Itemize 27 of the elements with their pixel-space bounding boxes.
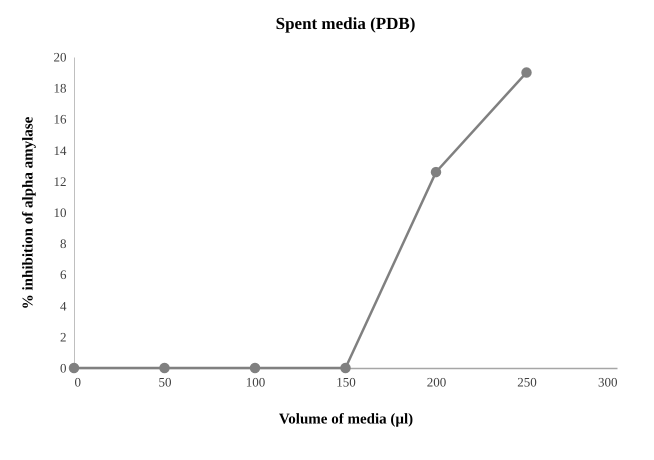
y-axis-title: % inhibition of alpha amylase [20, 116, 36, 310]
x-tick-label: 250 [517, 374, 537, 390]
y-tick-label: 16 [54, 112, 67, 127]
x-tick-label: 100 [246, 374, 266, 390]
y-tick-label: 10 [54, 205, 66, 220]
y-tick-label: 4 [60, 298, 67, 314]
y-tick-label: 6 [60, 267, 67, 282]
y-tick-label: 18 [54, 80, 66, 96]
point [68, 362, 80, 374]
x-tick-label: 300 [598, 374, 618, 390]
point [521, 67, 532, 78]
y-tick-label: 0 [60, 360, 66, 376]
x-tick-label: 50 [158, 374, 172, 390]
y-tick-label: 14 [54, 142, 67, 158]
point [430, 166, 442, 178]
point [159, 362, 170, 374]
point [340, 362, 351, 374]
y-tick-label: 20 [54, 50, 66, 64]
x-tick-label: 200 [426, 374, 446, 390]
chart-title: Spent media (PDB) [276, 14, 416, 33]
x-tick-label: 150 [336, 374, 356, 390]
x-axis-title: Volume of media (µl) [278, 412, 414, 428]
x-tick-label: 0 [74, 374, 81, 390]
y-tick-label: 8 [60, 236, 66, 252]
y-tick-label: 12 [54, 174, 66, 189]
point [250, 362, 260, 374]
y-tick-label: 2 [60, 329, 66, 344]
